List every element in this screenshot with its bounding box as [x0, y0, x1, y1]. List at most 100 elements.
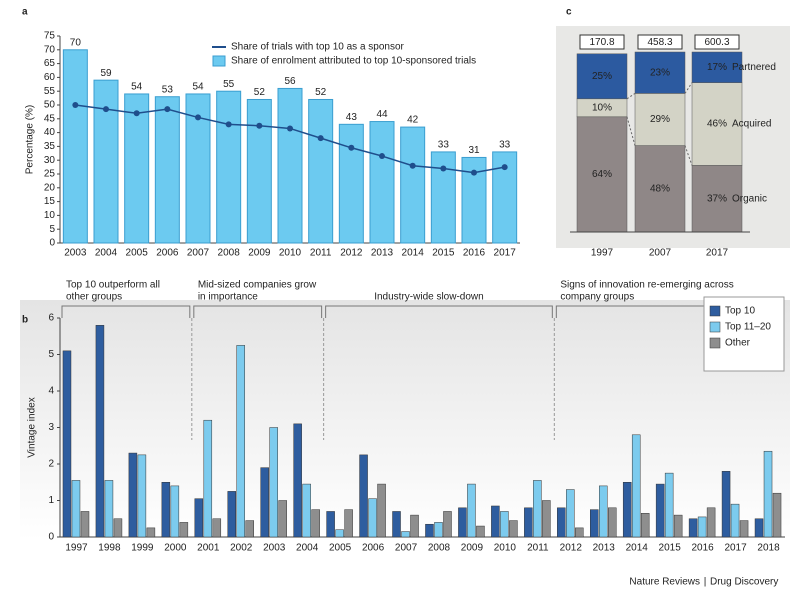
bar — [377, 483, 386, 538]
bar-segment — [691, 51, 743, 83]
bar-segment — [691, 82, 743, 166]
total-box — [694, 34, 740, 50]
line-marker — [317, 135, 324, 142]
bar — [697, 516, 707, 538]
bar-segment — [691, 165, 743, 233]
bar-value-label: 42 — [407, 115, 419, 126]
bar — [688, 518, 698, 538]
segment-label: 23% — [650, 67, 670, 78]
series-label: Acquired — [732, 119, 771, 130]
bar — [62, 350, 72, 538]
line-marker — [501, 164, 508, 171]
legend-label: Share of enrolment attributed to top 10-… — [231, 56, 476, 67]
bar — [524, 507, 533, 538]
line-marker — [164, 106, 171, 113]
bar — [640, 513, 650, 538]
y-tick-label: 5 — [48, 349, 54, 360]
line-marker — [225, 121, 232, 128]
bar — [706, 507, 716, 538]
line-marker — [72, 102, 79, 108]
segment-label: 48% — [650, 183, 670, 194]
bar — [400, 126, 426, 244]
total-box — [579, 34, 625, 50]
x-tick-label: 2004 — [95, 248, 118, 259]
x-tick-label: 2001 — [197, 543, 220, 554]
bar-value-label: 43 — [346, 112, 358, 123]
bar — [608, 507, 617, 538]
x-tick-label: 2004 — [296, 543, 319, 554]
bar-segment — [576, 116, 628, 233]
legend-label: Top 10 — [725, 306, 755, 317]
total-label: 600.3 — [704, 37, 729, 48]
x-tick-label: 2003 — [263, 543, 286, 554]
bar — [542, 500, 551, 538]
legend-swatch — [709, 337, 721, 349]
annotation: Mid-sized companies grow — [198, 280, 317, 291]
bar — [476, 525, 485, 538]
x-tick-label: 2011 — [310, 248, 332, 259]
legend-swatch — [709, 305, 721, 317]
bar — [500, 511, 509, 538]
bar — [599, 485, 608, 538]
y-tick-label: 20 — [44, 182, 56, 193]
y-tick-label: 6 — [48, 313, 54, 324]
x-tick-label: 2005 — [126, 248, 149, 259]
y-tick-label: 45 — [44, 113, 56, 124]
bar — [575, 527, 584, 538]
bar — [161, 482, 171, 538]
x-tick-label: 2013 — [593, 543, 616, 554]
x-tick-label: 2010 — [494, 543, 517, 554]
bar — [80, 511, 90, 538]
bar-value-label: 70 — [70, 37, 82, 48]
x-tick-label: 1997 — [591, 248, 614, 259]
bar — [277, 87, 303, 244]
line-marker — [440, 165, 447, 172]
panel-label: a — [22, 7, 28, 18]
bar — [212, 518, 222, 538]
connector — [684, 145, 693, 166]
bar — [308, 98, 334, 244]
x-tick-label: 1999 — [131, 543, 154, 554]
y-tick-label: 35 — [44, 141, 56, 152]
x-tick-label: 2008 — [218, 248, 241, 259]
series-label: Partnered — [732, 62, 776, 73]
x-tick-label: 2017 — [706, 248, 729, 259]
bar — [730, 503, 740, 538]
annotation: company groups — [560, 292, 634, 303]
annotation: Signs of innovation re-emerging across — [560, 280, 733, 291]
bar-value-label: 54 — [131, 82, 143, 93]
bar — [278, 500, 287, 538]
bar — [124, 93, 150, 244]
bar — [71, 480, 81, 538]
x-tick-label: 2017 — [724, 543, 747, 554]
bar — [179, 522, 189, 538]
y-tick-label: 5 — [49, 224, 55, 235]
bar — [721, 471, 731, 538]
bar — [392, 511, 401, 538]
y-tick-label: 70 — [44, 44, 56, 55]
footer-publisher: Nature Reviews — [629, 577, 700, 588]
bar-segment — [576, 53, 628, 100]
line-marker — [348, 144, 355, 151]
x-tick-label: 2002 — [230, 543, 253, 554]
segment-label: 10% — [592, 102, 612, 113]
bar — [335, 529, 344, 538]
bar — [128, 452, 138, 538]
line-marker — [379, 153, 385, 160]
bar — [62, 49, 88, 244]
x-tick-label: 2015 — [432, 248, 455, 259]
bar — [557, 507, 566, 538]
y-tick-label: 65 — [44, 58, 56, 69]
bar-segment — [634, 93, 686, 146]
footer-journal: Drug Discovery — [710, 577, 778, 588]
bracket — [193, 305, 323, 318]
x-tick-label: 2010 — [279, 248, 302, 259]
x-tick-label: 2017 — [494, 248, 517, 259]
bar — [293, 423, 302, 538]
bar — [146, 527, 156, 538]
bar — [154, 96, 180, 244]
bar — [509, 520, 518, 538]
bar — [236, 345, 245, 538]
x-tick-label: 2013 — [371, 248, 394, 259]
line-marker — [287, 125, 293, 132]
